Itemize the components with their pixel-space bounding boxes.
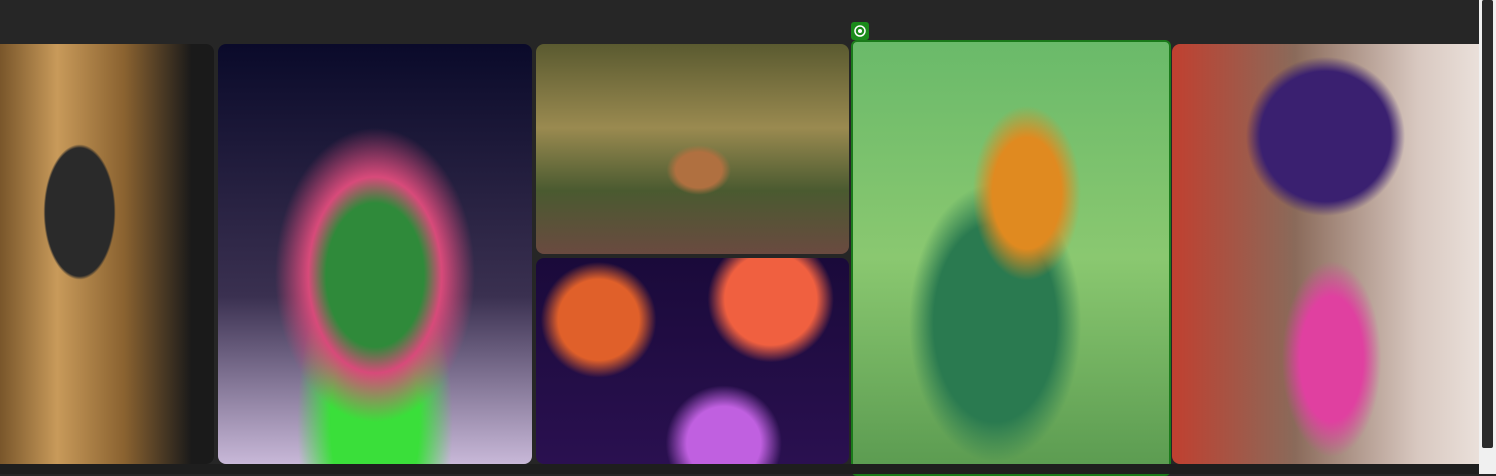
- image-tile-selected[interactable]: [851, 40, 1171, 476]
- scrollbar[interactable]: [1479, 0, 1496, 474]
- select-icon[interactable]: [851, 22, 869, 40]
- bottom-bar: [0, 464, 1479, 474]
- image-tile[interactable]: [218, 44, 532, 464]
- image-tile[interactable]: [1172, 44, 1479, 464]
- scrollbar-thumb[interactable]: [1482, 0, 1493, 448]
- image-tile[interactable]: [536, 44, 849, 254]
- image-tile[interactable]: [0, 44, 214, 464]
- image-tile[interactable]: [536, 258, 849, 464]
